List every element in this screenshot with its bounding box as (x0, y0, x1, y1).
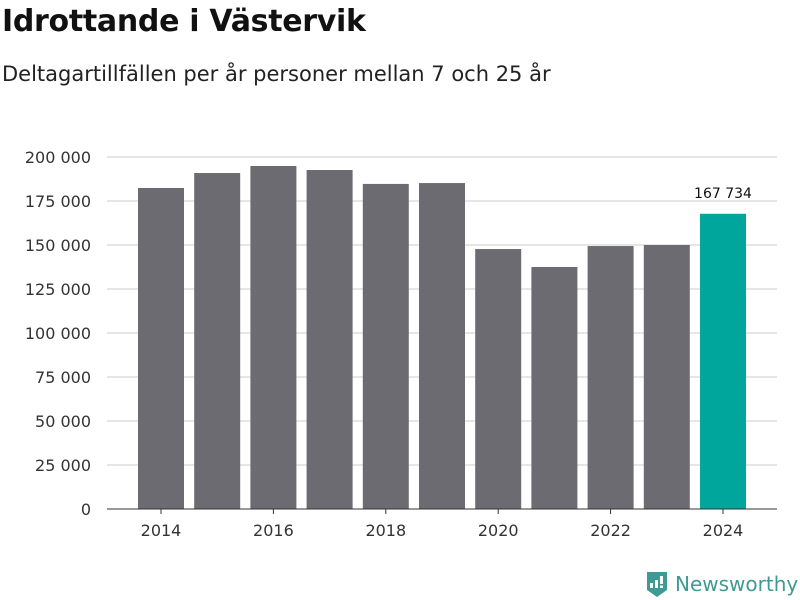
bar-2022 (587, 246, 634, 509)
y-tick-label: 200 000 (25, 148, 91, 167)
y-tick-label: 25 000 (35, 456, 91, 475)
y-tick-label: 100 000 (25, 324, 91, 343)
brand-name: Newsworthy (675, 572, 799, 596)
y-tick-label: 175 000 (25, 192, 91, 211)
y-tick-label: 125 000 (25, 280, 91, 299)
x-tick-label: 2020 (478, 521, 519, 540)
chart-title: Idrottande i Västervik (2, 4, 366, 39)
bar-2014 (138, 187, 184, 509)
chart-subtitle: Deltagartillfällen per år personer mella… (2, 62, 551, 86)
bar-2020 (475, 249, 522, 509)
bar-2024 (700, 213, 746, 510)
x-tick-label: 2014 (141, 521, 182, 540)
bar-2021 (531, 267, 578, 509)
bar-2023 (643, 245, 690, 509)
bar-2016 (250, 165, 297, 509)
x-tick-label: 2022 (590, 521, 631, 540)
y-tick-label: 150 000 (25, 236, 91, 255)
y-tick-label: 0 (81, 500, 91, 519)
newsworthy-logo-icon (647, 572, 667, 597)
y-tick-label: 75 000 (35, 368, 91, 387)
x-tick-label: 2016 (253, 521, 294, 540)
y-tick-label: 50 000 (35, 412, 91, 431)
x-tick-label: 2024 (703, 521, 744, 540)
data-label: 167 734 (694, 186, 752, 202)
bar-2018 (362, 183, 409, 510)
x-tick-label: 2018 (365, 521, 406, 540)
bar-2019 (419, 183, 465, 509)
bar-2017 (306, 170, 353, 510)
newsworthy-logo: Newsworthy (645, 570, 798, 598)
bar-2015 (194, 173, 241, 510)
